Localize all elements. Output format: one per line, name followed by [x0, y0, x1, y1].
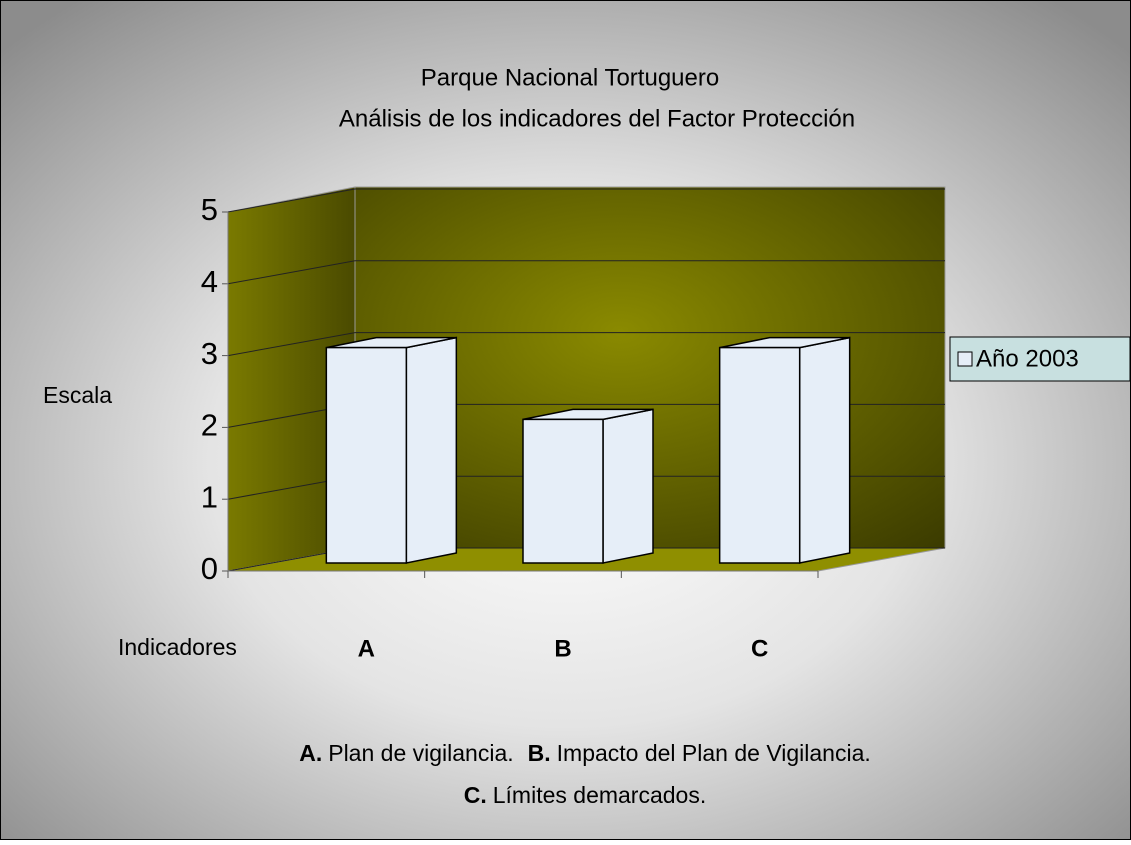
bar-side	[798, 336, 851, 564]
y-axis-label: Escala	[43, 382, 112, 408]
chart-subtitle: Análisis de los indicadores del Factor P…	[339, 105, 855, 132]
note-key: C.	[464, 782, 487, 808]
x-tick-label: B	[554, 635, 571, 662]
y-tick-label: 4	[201, 264, 218, 299]
note-text: Límites demarcados.	[493, 782, 706, 808]
grid-line	[227, 188, 356, 213]
bar	[718, 346, 801, 564]
x-tick-label: A	[358, 635, 375, 662]
legend-box	[949, 336, 1131, 382]
bar	[522, 418, 604, 564]
note-key: B.	[528, 740, 551, 766]
y-tick-label: 1	[201, 479, 218, 514]
legend-label: Año 2003	[976, 345, 1079, 372]
y-tick-label: 5	[201, 192, 218, 227]
grid-line	[227, 332, 356, 357]
note: A. Plan de vigilancia. B. Impacto del Plan …	[299, 740, 871, 766]
y-tick-label: 3	[201, 336, 218, 371]
y-tick-label: 2	[201, 408, 218, 443]
note-text: Impacto del Plan de Vigilancia.	[557, 740, 871, 766]
bar-side	[405, 336, 458, 564]
x-tick-label: C	[751, 635, 768, 662]
note-key: A.	[299, 740, 322, 766]
legend-swatch	[957, 351, 973, 367]
bar-side	[602, 408, 654, 564]
chart-title: Parque Nacional Tortuguero	[421, 64, 719, 91]
note-text: Plan de vigilancia.	[328, 740, 513, 766]
x-axis-label: Indicadores	[118, 634, 237, 660]
note: C. Límites demarcados.	[464, 782, 706, 808]
grid-line	[227, 260, 356, 285]
bar	[325, 346, 408, 564]
y-tick-label: 0	[201, 551, 218, 586]
